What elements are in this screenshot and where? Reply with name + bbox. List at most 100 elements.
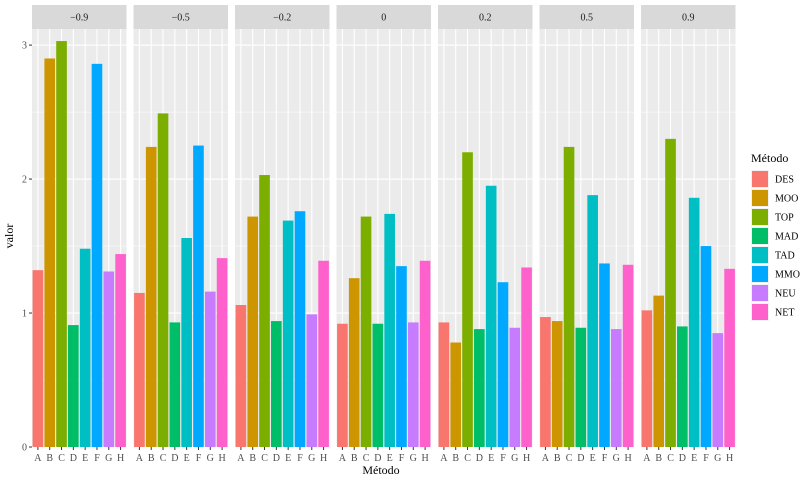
x-tick-label: C xyxy=(363,453,370,464)
bar xyxy=(216,258,228,447)
legend-swatch xyxy=(752,209,768,225)
x-tick-label: D xyxy=(577,453,584,464)
x-tick-label: E xyxy=(82,453,88,464)
panel: 0.9 A B C D E F G H xyxy=(641,5,736,464)
x-tick-label: C xyxy=(667,453,674,464)
facet-label: −0.2 xyxy=(273,13,291,24)
bar xyxy=(509,327,521,447)
bar xyxy=(68,325,79,447)
panel: −0.5 A B C D E F G H xyxy=(133,5,228,464)
panel: 0.5 A B C D E F G H xyxy=(539,5,634,464)
x-tick-label: H xyxy=(117,453,124,464)
x-tick-label: A xyxy=(136,453,144,464)
x-tick-label: H xyxy=(218,453,225,464)
bar xyxy=(181,238,192,447)
y-axis: 0 1 2 3 xyxy=(22,41,32,454)
x-tick-label: A xyxy=(34,453,42,464)
panels: −0.9A B C D E F G H−0.5A B C D E F G H−0.2A B C D E F G H0A B C… xyxy=(32,5,736,464)
bar xyxy=(396,266,407,447)
legend-label: MMO xyxy=(775,270,800,281)
facet-label: 0.2 xyxy=(479,13,492,24)
x-tick-label: E xyxy=(691,453,697,464)
bar xyxy=(235,304,247,447)
x-tick-label: C xyxy=(464,453,471,464)
bar xyxy=(622,264,634,447)
bar xyxy=(575,327,587,447)
facet-label: 0 xyxy=(381,13,386,24)
y-tick-label: 2 xyxy=(22,175,27,186)
x-tick-label: H xyxy=(320,453,327,464)
bar xyxy=(587,195,598,447)
bar xyxy=(599,263,610,447)
x-tick-label: D xyxy=(273,453,280,464)
bar xyxy=(79,248,91,447)
facet-label: −0.9 xyxy=(70,13,88,24)
x-tick-label: D xyxy=(70,453,77,464)
facet-strip xyxy=(32,5,127,29)
bar xyxy=(360,216,372,447)
legend: Método DES MOO TOP MAD TAD MMO NEU NET xyxy=(751,151,800,321)
facet-strip xyxy=(336,5,431,29)
bar xyxy=(521,267,532,447)
bar xyxy=(438,322,450,447)
legend-label: MOO xyxy=(775,194,798,205)
bar xyxy=(91,63,103,447)
legend-label: NET xyxy=(775,308,794,319)
bar xyxy=(474,329,485,447)
bar xyxy=(677,326,688,447)
legend-item: MOO xyxy=(751,189,798,207)
bar xyxy=(462,152,473,447)
bar xyxy=(384,213,395,447)
x-axis-title: Método xyxy=(362,463,399,477)
x-tick-label: H xyxy=(421,453,428,464)
x-tick-label: C xyxy=(261,453,268,464)
bar xyxy=(193,145,204,448)
x-tick-label: C xyxy=(566,453,573,464)
x-tick-label: F xyxy=(703,453,709,464)
legend-item: TOP xyxy=(751,208,794,226)
bar xyxy=(688,197,700,447)
x-tick-label: H xyxy=(726,453,733,464)
bar xyxy=(372,323,384,447)
bar xyxy=(563,146,575,447)
x-tick-label: A xyxy=(237,453,245,464)
x-tick-label: E xyxy=(285,453,291,464)
bar xyxy=(610,329,622,447)
x-tick-label: B xyxy=(351,453,358,464)
bar xyxy=(551,321,563,447)
x-tick-label: B xyxy=(655,453,662,464)
legend-item: MAD xyxy=(751,227,798,245)
bar xyxy=(169,322,181,447)
x-tick-label: F xyxy=(297,453,303,464)
legend-label: DES xyxy=(775,175,794,186)
legend-label: MAD xyxy=(775,232,798,243)
x-tick-label: E xyxy=(184,453,190,464)
legend-swatch xyxy=(752,285,768,301)
y-tick-label: 1 xyxy=(22,309,27,320)
bar xyxy=(44,58,56,447)
bar xyxy=(306,314,318,447)
panel: 0.2 A B C D E F G H xyxy=(438,5,533,464)
x-tick-label: E xyxy=(590,453,596,464)
bar xyxy=(145,146,157,447)
bar xyxy=(485,185,497,447)
x-tick-label: C xyxy=(160,453,167,464)
bar xyxy=(497,282,509,447)
panel: −0.2 A B C D E F G H xyxy=(235,5,330,464)
bar xyxy=(294,211,306,447)
x-tick-label: D xyxy=(476,453,483,464)
legend-label: TAD xyxy=(775,251,795,262)
bar xyxy=(282,220,294,447)
x-tick-label: G xyxy=(511,453,518,464)
bar xyxy=(653,295,665,447)
x-tick-label: C xyxy=(58,453,65,464)
x-tick-label: A xyxy=(643,453,651,464)
bar xyxy=(700,246,712,447)
x-tick-label: F xyxy=(196,453,202,464)
bar xyxy=(641,310,653,447)
bar xyxy=(407,322,419,447)
legend-item: DES xyxy=(751,170,794,188)
bar xyxy=(419,260,431,447)
bar xyxy=(665,138,676,447)
facet-label: 0.9 xyxy=(682,13,695,24)
